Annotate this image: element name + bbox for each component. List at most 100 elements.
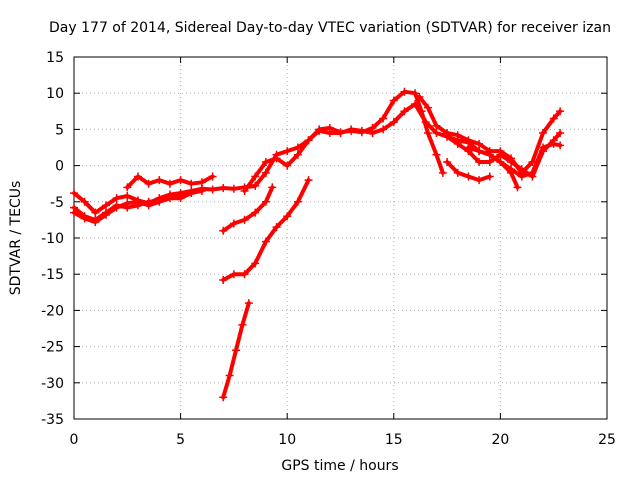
data-point (219, 393, 228, 402)
data-point (123, 192, 132, 201)
data-point (336, 129, 345, 138)
data-point (528, 168, 537, 177)
data-point (475, 147, 484, 156)
data-point (219, 226, 228, 235)
series-track-8 (443, 157, 494, 185)
data-point (415, 92, 424, 101)
data-point (513, 183, 522, 192)
plot-frame (73, 56, 608, 420)
data-point (368, 129, 377, 138)
data-point (238, 320, 247, 329)
data-point (165, 194, 174, 203)
data-point (507, 165, 516, 174)
data-point (101, 210, 110, 219)
data-point (549, 114, 558, 123)
data-point (219, 275, 228, 284)
data-point (400, 107, 409, 116)
data-point (70, 208, 78, 217)
data-point (293, 143, 302, 152)
data-point (423, 129, 432, 138)
data-point (80, 197, 89, 206)
data-point (187, 179, 196, 188)
data-point (261, 237, 270, 246)
y-tick-label: -15 (41, 267, 64, 283)
x-tick-label: 25 (598, 432, 616, 448)
data-point (251, 181, 260, 190)
data-point (155, 197, 164, 206)
series-line (221, 185, 275, 233)
series-track-10 (219, 183, 277, 235)
data-point (225, 371, 234, 380)
y-tick-label: -10 (41, 231, 64, 247)
data-point (283, 147, 292, 156)
series-track-11 (219, 176, 313, 284)
series-track-1 (70, 87, 447, 217)
series-line (466, 141, 563, 179)
data-point (517, 172, 526, 181)
data-point (304, 136, 313, 145)
data-point (389, 118, 398, 127)
data-point (112, 203, 121, 212)
data-point (464, 172, 473, 181)
data-point (240, 186, 249, 195)
series-track-12 (219, 299, 253, 402)
x-tick-label: 10 (278, 432, 296, 448)
data-point (475, 157, 484, 166)
data-point (112, 194, 121, 203)
data-point (411, 89, 420, 98)
data-point (80, 214, 89, 223)
data-point (507, 157, 516, 166)
data-point (379, 125, 388, 134)
data-point (91, 218, 100, 227)
data-point (411, 100, 420, 109)
data-point (261, 157, 270, 166)
data-point (229, 219, 238, 228)
data-point (485, 172, 494, 181)
data-point (219, 184, 228, 193)
y-tick-label: 5 (55, 122, 64, 138)
data-point (464, 136, 473, 145)
series-track-3 (70, 186, 206, 227)
data-point (187, 189, 196, 198)
data-point (197, 178, 206, 187)
data-point (155, 176, 164, 185)
data-point (443, 132, 452, 141)
y-tick-label: -25 (41, 340, 64, 356)
data-point (304, 176, 313, 185)
data-point (432, 121, 441, 130)
data-point (101, 201, 110, 210)
data-point (293, 197, 302, 206)
data-point (123, 183, 132, 192)
data-point (261, 168, 270, 177)
data-point (144, 179, 153, 188)
x-tick-label: 20 (491, 432, 509, 448)
data-point (475, 176, 484, 185)
series-line (445, 131, 563, 179)
data-point (539, 143, 548, 152)
data-point (549, 139, 558, 148)
data-point (453, 139, 462, 148)
data-point (268, 183, 277, 192)
data-point (325, 129, 334, 138)
data-point (229, 184, 238, 193)
y-tick-label: 15 (46, 50, 64, 66)
data-point (464, 143, 473, 152)
data-point (443, 157, 452, 166)
data-point (229, 270, 238, 279)
y-axis-label: SDTVAR / TECUs (8, 181, 24, 296)
data-point (197, 186, 206, 195)
chart-title: Day 177 of 2014, Sidereal Day-to-day VTE… (49, 20, 611, 36)
data-point (251, 172, 260, 181)
data-point (423, 103, 432, 112)
data-point (453, 168, 462, 177)
data-point (400, 87, 409, 96)
data-point (251, 259, 260, 268)
data-point (283, 161, 292, 170)
data-point (517, 165, 526, 174)
data-point (475, 139, 484, 148)
data-point (432, 150, 441, 159)
data-point (453, 131, 462, 140)
data-point (283, 212, 292, 221)
data-point (485, 157, 494, 166)
data-point (539, 129, 548, 138)
